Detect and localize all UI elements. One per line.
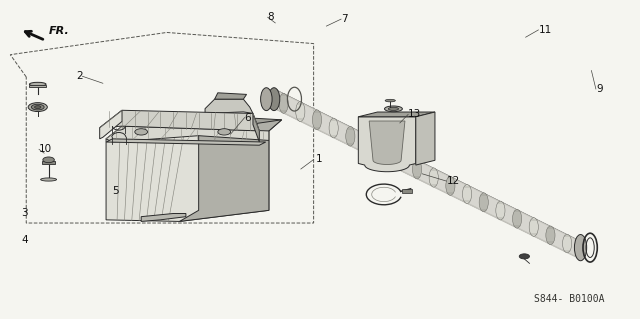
Polygon shape [100, 110, 122, 139]
Text: S844- B0100A: S844- B0100A [534, 294, 604, 304]
Text: FR.: FR. [49, 26, 69, 36]
Ellipse shape [35, 106, 41, 108]
Ellipse shape [429, 168, 438, 187]
Ellipse shape [446, 176, 455, 195]
Polygon shape [358, 112, 435, 117]
Ellipse shape [385, 106, 403, 112]
Text: 3: 3 [22, 209, 28, 219]
Bar [402, 189, 412, 193]
Ellipse shape [513, 210, 522, 228]
Polygon shape [358, 117, 416, 172]
Text: 9: 9 [596, 84, 602, 94]
Polygon shape [179, 120, 282, 221]
Text: 12: 12 [447, 176, 460, 186]
Ellipse shape [279, 93, 288, 113]
Ellipse shape [388, 107, 399, 110]
Ellipse shape [546, 226, 555, 244]
Ellipse shape [40, 178, 56, 181]
Polygon shape [214, 93, 246, 99]
Bar [29, 85, 46, 87]
Circle shape [135, 129, 148, 135]
Ellipse shape [31, 104, 44, 110]
Text: 11: 11 [538, 25, 552, 35]
Ellipse shape [329, 118, 339, 138]
Ellipse shape [296, 101, 305, 122]
Ellipse shape [362, 135, 372, 154]
Polygon shape [141, 213, 186, 221]
Text: 4: 4 [22, 235, 28, 246]
Polygon shape [416, 112, 435, 165]
Polygon shape [253, 114, 259, 142]
Ellipse shape [28, 103, 47, 112]
Text: 10: 10 [39, 144, 52, 154]
Ellipse shape [385, 99, 396, 102]
Polygon shape [369, 121, 405, 165]
Ellipse shape [268, 88, 280, 111]
Polygon shape [106, 128, 269, 221]
Ellipse shape [29, 82, 46, 86]
Polygon shape [106, 115, 282, 139]
Text: 1: 1 [316, 154, 322, 165]
Polygon shape [205, 99, 253, 114]
Text: 6: 6 [244, 113, 252, 122]
Polygon shape [106, 139, 266, 145]
Ellipse shape [312, 110, 321, 130]
Ellipse shape [529, 218, 538, 236]
Text: 8: 8 [268, 12, 275, 22]
Text: 5: 5 [113, 186, 119, 196]
Ellipse shape [260, 88, 272, 111]
Ellipse shape [563, 234, 572, 253]
Ellipse shape [496, 201, 505, 220]
Text: 2: 2 [76, 71, 83, 81]
Ellipse shape [379, 143, 388, 162]
Polygon shape [100, 110, 259, 131]
Ellipse shape [463, 185, 472, 204]
Circle shape [519, 254, 529, 259]
Ellipse shape [412, 160, 422, 179]
Ellipse shape [346, 126, 355, 146]
Text: 7: 7 [341, 14, 348, 24]
Circle shape [218, 129, 230, 135]
Ellipse shape [479, 193, 488, 212]
Ellipse shape [396, 151, 405, 171]
Polygon shape [106, 126, 269, 142]
Ellipse shape [575, 234, 587, 261]
Circle shape [43, 157, 54, 163]
Text: 13: 13 [408, 109, 421, 119]
Bar [42, 161, 55, 164]
